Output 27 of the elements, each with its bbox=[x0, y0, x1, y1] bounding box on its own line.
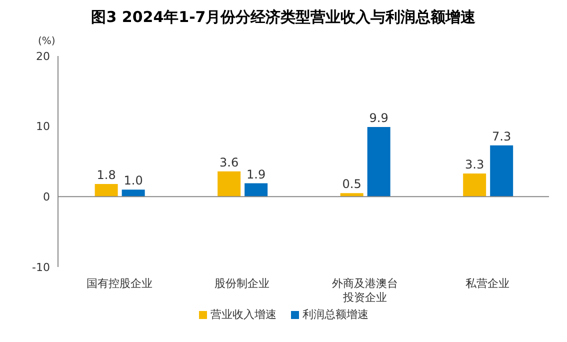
x-tick-label: 私营企业 bbox=[466, 277, 510, 290]
y-tick-label: -10 bbox=[32, 260, 50, 274]
legend-label: 营业收入增速 bbox=[210, 307, 276, 322]
data-label: 7.3 bbox=[492, 129, 512, 144]
data-label: 0.5 bbox=[342, 177, 362, 192]
bar bbox=[218, 171, 241, 197]
bar bbox=[122, 190, 145, 197]
data-label: 1.8 bbox=[96, 168, 116, 182]
data-label: 3.3 bbox=[465, 157, 484, 172]
y-axis-title: (%) bbox=[38, 36, 56, 47]
bar bbox=[367, 127, 390, 197]
x-tick-label: 外商及港澳台投资企业 bbox=[332, 277, 398, 304]
data-label: 9.9 bbox=[369, 111, 388, 126]
data-label: 3.6 bbox=[220, 155, 239, 170]
legend-label: 利润总额增速 bbox=[302, 307, 368, 322]
bar bbox=[94, 184, 118, 197]
y-tick-label: 10 bbox=[36, 120, 50, 134]
bar bbox=[463, 173, 486, 197]
data-label: 1.0 bbox=[124, 174, 143, 188]
chart-title: 图3 2024年1-7月份分经济类型营业收入与利润总额增速 bbox=[90, 8, 477, 28]
data-label: 1.9 bbox=[246, 167, 266, 182]
x-tick-label: 国有控股企业 bbox=[86, 277, 152, 290]
y-tick-label: 20 bbox=[36, 50, 50, 63]
bar bbox=[490, 145, 514, 197]
bar bbox=[244, 183, 268, 197]
x-tick-label: 股份制企业 bbox=[214, 277, 270, 290]
y-tick-label: 0 bbox=[43, 190, 50, 204]
